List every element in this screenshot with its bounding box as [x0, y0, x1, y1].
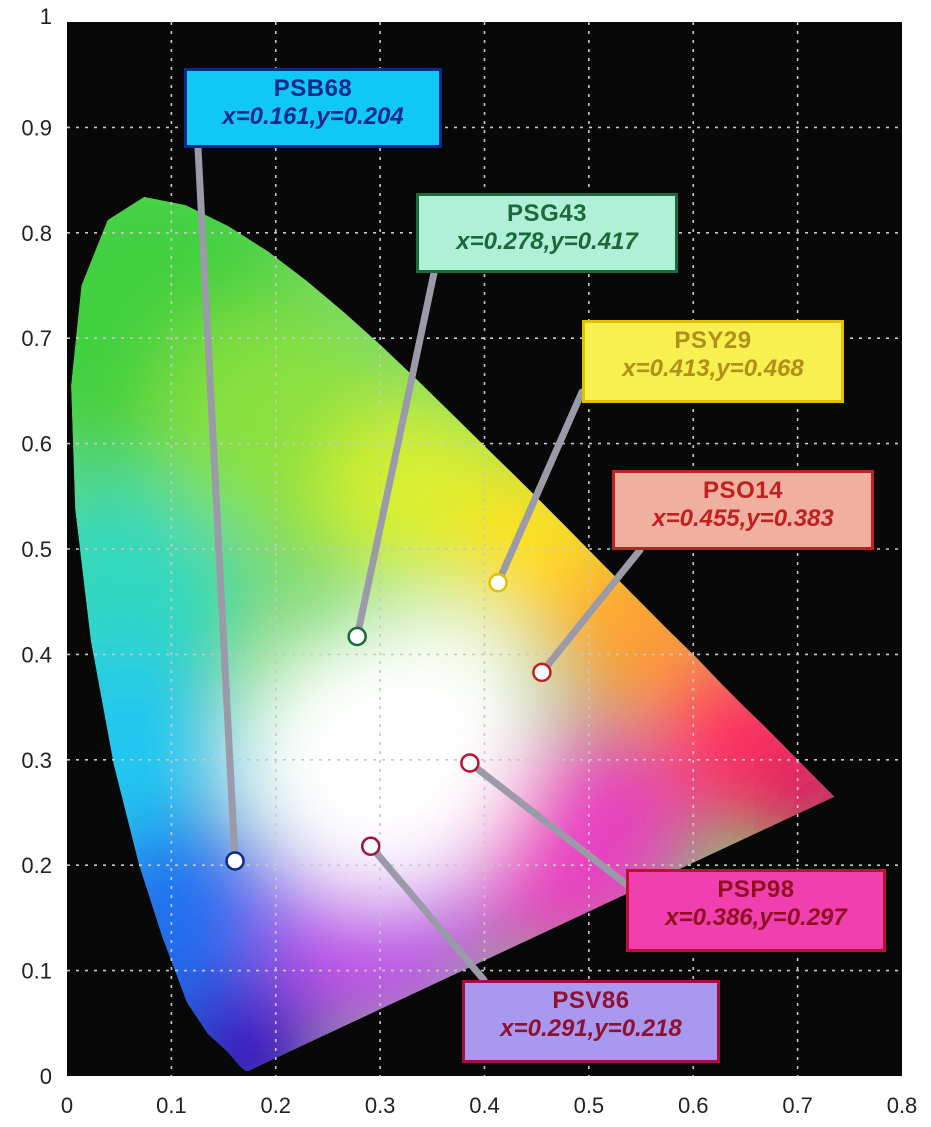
leader-line	[466, 759, 630, 888]
y-tick-label: 0.8	[21, 221, 52, 246]
callout-coords: x=0.413,y=0.468	[622, 354, 804, 382]
callout-coords: x=0.278,y=0.417	[456, 227, 638, 255]
x-tick-label: 0.8	[887, 1093, 918, 1118]
data-point	[460, 753, 480, 773]
y-tick-label: 0.5	[21, 537, 52, 562]
leader-line	[494, 388, 586, 587]
callout-coords: x=0.291,y=0.218	[500, 1014, 682, 1042]
callout-name: PSV86	[552, 987, 630, 1014]
y-axis-tick-labels: 0 0.1 0.2 0.3 0.4 0.5 0.6 0.7 0.8 0.9 1	[21, 4, 52, 1089]
x-tick-label: 0.3	[365, 1093, 396, 1118]
leader-line	[194, 144, 239, 865]
x-tick-label: 0.5	[574, 1093, 605, 1118]
y-tick-label: 0.9	[21, 115, 52, 140]
data-points	[225, 572, 552, 871]
y-tick-label: 0	[40, 1064, 52, 1089]
y-tick-label: 0.1	[21, 959, 52, 984]
x-tick-label: 0.1	[156, 1093, 187, 1118]
y-tick-label: 0.6	[21, 432, 52, 457]
y-tick-label: 0.2	[21, 853, 52, 878]
callout-coords: x=0.386,y=0.297	[665, 903, 847, 931]
callout-psg43: PSG43 x=0.278,y=0.417	[416, 193, 678, 273]
data-point	[225, 851, 245, 871]
callout-name: PSO14	[703, 477, 783, 504]
leader-line	[367, 842, 488, 984]
data-point	[532, 662, 552, 683]
x-tick-label: 0.2	[260, 1093, 291, 1118]
x-tick-label: 0.7	[782, 1093, 813, 1118]
y-tick-label: 1	[40, 4, 52, 29]
y-tick-label: 0.4	[21, 642, 52, 667]
x-axis-tick-labels: 0 0.1 0.2 0.3 0.4 0.5 0.6 0.7 0.8	[61, 1093, 917, 1118]
callout-psv86: PSV86 x=0.291,y=0.218	[462, 980, 720, 1063]
callout-name: PSY29	[674, 327, 752, 354]
data-point	[347, 626, 367, 647]
callout-coords: x=0.161,y=0.204	[222, 102, 404, 130]
x-tick-label: 0.6	[678, 1093, 709, 1118]
callout-name: PSG43	[507, 200, 587, 227]
x-tick-label: 0.4	[469, 1093, 500, 1118]
callout-psp98: PSP98 x=0.386,y=0.297	[626, 869, 886, 952]
callout-coords: x=0.455,y=0.383	[652, 504, 834, 532]
callout-psb68: PSB68 x=0.161,y=0.204	[184, 68, 442, 148]
callout-psy29: PSY29 x=0.413,y=0.468	[582, 320, 844, 403]
callout-name: PSP98	[717, 876, 795, 903]
x-tick-label: 0	[61, 1093, 73, 1118]
data-point	[360, 836, 381, 856]
leader-lines	[194, 144, 644, 984]
data-point	[488, 572, 508, 593]
y-tick-label: 0.3	[21, 748, 52, 773]
leader-line	[353, 269, 438, 640]
callout-name: PSB68	[273, 75, 353, 102]
leader-line	[538, 546, 644, 676]
callout-pso14: PSO14 x=0.455,y=0.383	[612, 470, 874, 550]
y-tick-label: 0.7	[21, 326, 52, 351]
